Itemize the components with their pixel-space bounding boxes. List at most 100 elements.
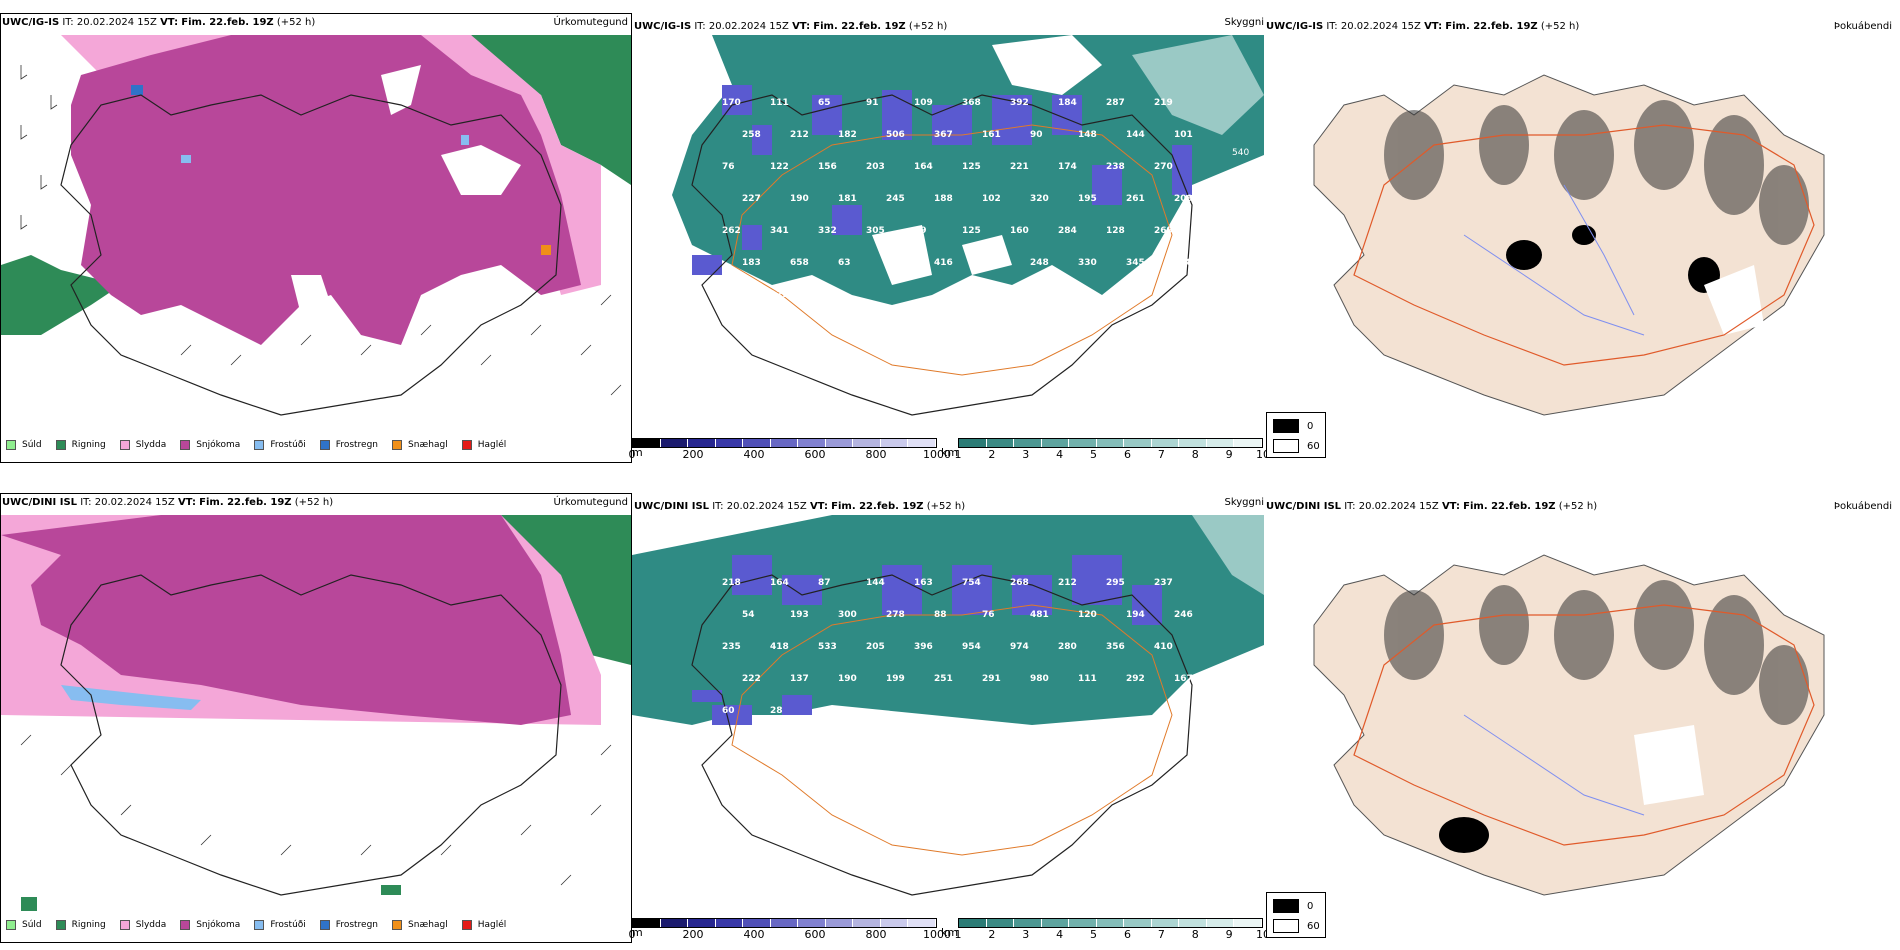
colorbar-segment [688, 439, 716, 447]
scale-tick-label: 1000 [923, 928, 951, 941]
colorbar-segment [825, 919, 854, 927]
legend-label: Frostregn [335, 440, 379, 450]
ceiling-label: 345 [1126, 258, 1145, 268]
it-value: 20.02.2024 15Z [76, 17, 157, 28]
ceiling-label: 238 [1106, 162, 1125, 172]
scale-tick-label: 600 [804, 928, 826, 941]
ceiling-label: 91 [866, 98, 879, 108]
scale-tick-label: 8 [1191, 448, 1199, 461]
colorbar-segment [853, 439, 881, 447]
ceiling-label: 212 [790, 130, 809, 140]
ceiling-label: 193 [790, 610, 809, 620]
it-value: 20.02.2024 15Z [1340, 21, 1421, 32]
model-name: UWC/DINI ISL [1266, 501, 1342, 512]
colorbar-segment [633, 439, 661, 447]
scale-tick-label: 4 [1056, 928, 1064, 941]
scale-tick-label: 400 [743, 928, 765, 941]
legend-label: Haglél [477, 440, 507, 450]
ceiling-label: 205 [866, 642, 885, 652]
colorbar-segment [688, 919, 716, 927]
colorbar-segment [633, 919, 661, 927]
ceiling-label: 182 [838, 130, 857, 140]
colorbar-segment [1179, 919, 1207, 927]
colorbar-segment [908, 919, 937, 927]
scale-tick-label: 600 [804, 448, 826, 461]
ceiling-label: 974 [1010, 642, 1029, 652]
fog-legend-row: 60 [1273, 919, 1320, 933]
ceiling-label: 190 [790, 194, 809, 204]
panel-title: Skyggni [1224, 497, 1264, 508]
fog-legend-row: 0 [1273, 899, 1313, 913]
colorbar-segment [1234, 919, 1263, 927]
vt-label: VT: [1441, 501, 1460, 512]
model-name: UWC/DINI ISL [2, 497, 78, 508]
legend-swatch [55, 920, 66, 930]
scale-tick-label: 4 [1056, 448, 1064, 461]
scale-tick-label: 0 [628, 928, 636, 941]
ceiling-label: 163 [914, 578, 933, 588]
ceiling-label: 76 [982, 610, 995, 620]
scale-tick-label: 200 [682, 448, 704, 461]
model-name: UWC/IG-IS [634, 21, 692, 32]
fog-map [1264, 35, 1900, 435]
panel-header: UWC/IG-IS IT: 20.02.2024 15Z VT: Fim. 22… [1266, 21, 1579, 35]
ceiling-label: 172 [770, 290, 789, 300]
colorbar-segment [1069, 919, 1097, 927]
colorbar-segment [1124, 439, 1152, 447]
scale-tick-label: 5 [1090, 448, 1098, 461]
legend-item: Slydda [119, 920, 166, 930]
legend-label: Frostúði [270, 920, 306, 930]
ceiling-label: 148 [1078, 130, 1097, 140]
fog-legend-label: 60 [1307, 920, 1320, 932]
ceiling-label: 318 [1174, 258, 1193, 268]
colorbar-segment [1234, 439, 1263, 447]
legend-swatch [319, 440, 330, 450]
it-label: IT: [80, 497, 92, 508]
ceiling-colorbar [632, 438, 937, 448]
colorbar-segment [1206, 439, 1235, 447]
vt-label: VT: [1424, 21, 1443, 32]
scale-tick-label: 6 [1123, 448, 1131, 461]
legend-label: Snæhagl [408, 920, 448, 930]
legend-label: Snæhagl [408, 440, 448, 450]
lead-time: (+52 h) [1558, 501, 1598, 512]
colorbar-segment [1014, 439, 1042, 447]
scale-tick-label: 1 [954, 448, 962, 461]
legend-item: Haglél [461, 440, 507, 450]
visibility-colorbar [958, 918, 1263, 928]
ceiling-label: 76 [722, 162, 735, 172]
scale-tick-label: 9 [1225, 448, 1233, 461]
ceiling-label: 111 [770, 98, 789, 108]
ceiling-label: 195 [1078, 194, 1097, 204]
visibility-scale: 1 2 3 4 5 6 7 8 9 10 [955, 918, 1270, 941]
precip-panel-row1: UWC/IG-IS IT: 20.02.2024 15Z VT: Fim. 22… [0, 13, 632, 463]
ceiling-label: 356 [1106, 642, 1125, 652]
ceiling-label: 160 [1010, 226, 1029, 236]
ceiling-scale: 0 200 400 600 800 1000 [628, 918, 951, 941]
ceiling-label: 533 [818, 642, 837, 652]
panel-title: Úrkomutegund [553, 497, 628, 508]
it-label: IT: [1344, 501, 1356, 512]
visibility-map [632, 515, 1264, 915]
lead-time: (+52 h) [276, 17, 316, 28]
scale-tick-label: 200 [682, 928, 704, 941]
legend-label: Súld [22, 920, 42, 930]
precip-map [1, 515, 631, 915]
it-label: IT: [1326, 21, 1338, 32]
vt-label: VT: [160, 17, 179, 28]
colorbar-segment [743, 919, 771, 927]
colorbar-segment [1014, 919, 1042, 927]
visibility-panel-row2: UWC/DINI ISL IT: 20.02.2024 15Z VT: Fim.… [632, 493, 1264, 943]
legend-label: Haglél [477, 920, 507, 930]
legend-swatch [180, 440, 191, 450]
colorbar-segment [798, 919, 826, 927]
scale-tick-label: 0 [628, 448, 636, 461]
colorbar-segment [986, 919, 1015, 927]
colorbar-segment [1041, 439, 1070, 447]
ceiling-label: 99 [914, 226, 927, 236]
ceiling-label: 203 [866, 162, 885, 172]
scale-tick-label: 3 [1022, 448, 1030, 461]
ceiling-label: 167 [1174, 674, 1193, 684]
ceiling-label: 799 [982, 258, 1001, 268]
legend-swatch [319, 920, 330, 930]
